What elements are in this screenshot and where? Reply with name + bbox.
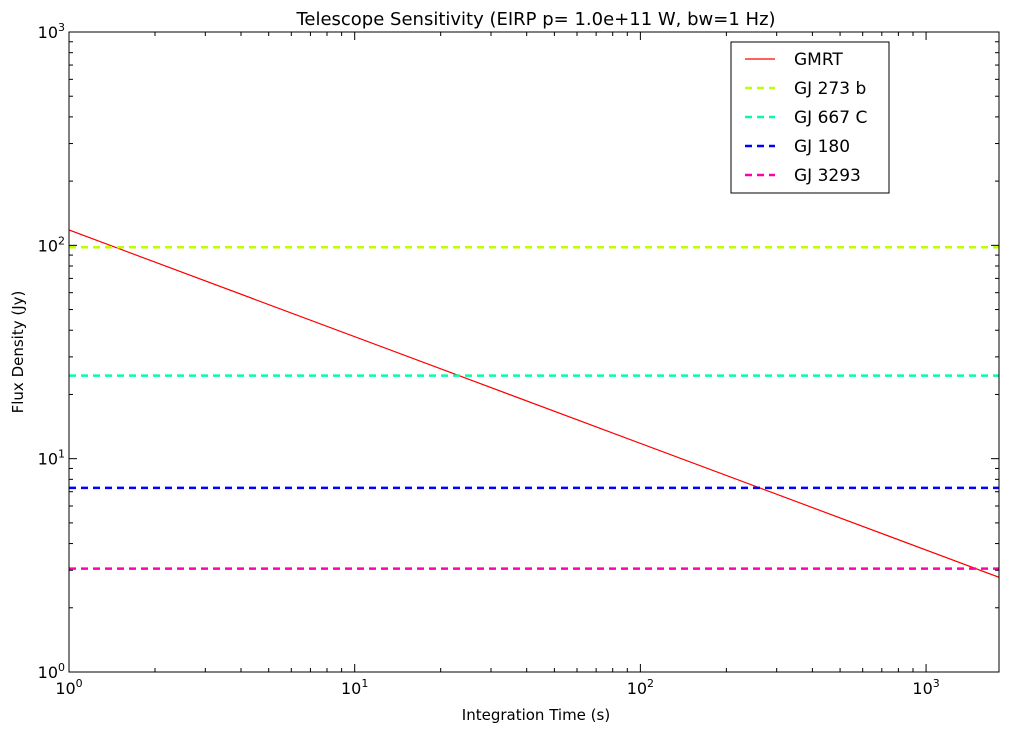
tick-labels: 100 101 102 103 100 101 102 103 <box>38 21 940 698</box>
y-axis-label: Flux Density (Jy) <box>9 291 27 414</box>
legend-label: GJ 3293 <box>794 166 861 186</box>
y-tick-label: 102 <box>38 234 65 255</box>
y-tick-label: 103 <box>38 21 65 42</box>
x-tick-label: 101 <box>341 677 368 698</box>
series-gmrt <box>69 229 999 578</box>
legend-label: GJ 667 C <box>794 108 867 128</box>
legend-label: GMRT <box>794 50 843 70</box>
x-axis-label: Integration Time (s) <box>462 706 610 724</box>
plot-frame <box>68 31 1000 673</box>
y-tick-label: 101 <box>38 448 65 469</box>
legend-label: GJ 180 <box>794 137 850 157</box>
legend-label: GJ 273 b <box>794 79 866 99</box>
x-tick-label: 102 <box>627 677 654 698</box>
chart-title: Telescope Sensitivity (EIRP p= 1.0e+11 W… <box>295 9 775 30</box>
x-tick-label: 103 <box>912 677 939 698</box>
y-tick-label: 100 <box>38 661 65 682</box>
x-tick-label: 100 <box>55 677 82 698</box>
plot-area <box>69 229 999 578</box>
axis-ticks <box>68 31 999 673</box>
legend: GMRT GJ 273 b GJ 667 C GJ 180 GJ 3293 <box>730 41 890 194</box>
legend-box <box>730 41 890 194</box>
